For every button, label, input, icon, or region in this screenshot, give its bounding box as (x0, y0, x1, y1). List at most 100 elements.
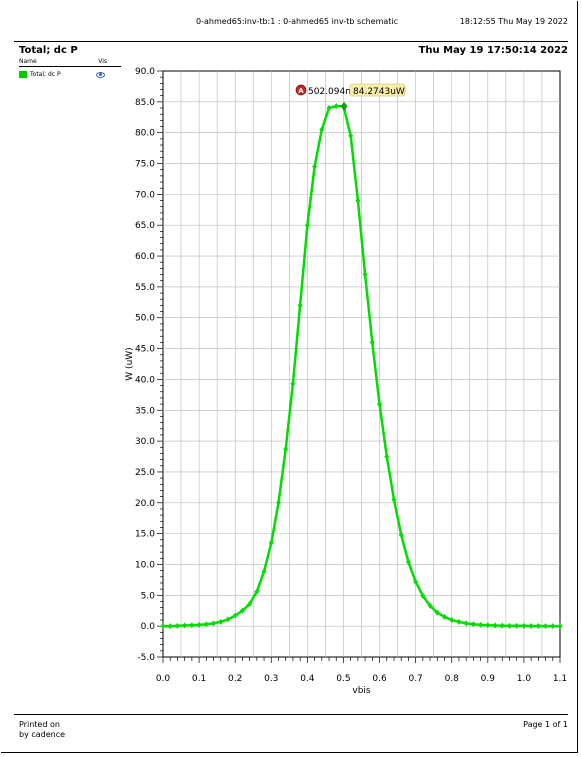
y-tick-label: 40.0 (135, 375, 155, 385)
data-point (427, 602, 433, 609)
y-tick-label: 65.0 (135, 221, 155, 231)
y-tick-label: 0.0 (141, 622, 156, 632)
data-point (160, 623, 166, 630)
data-point (312, 163, 318, 170)
data-point (369, 339, 375, 346)
data-point (304, 222, 310, 229)
data-point (528, 622, 534, 629)
data-point (413, 578, 419, 585)
footer-printed: Printed on by cadence (19, 720, 65, 740)
data-point (167, 623, 173, 630)
data-point (174, 622, 180, 629)
y-tick-label: 50.0 (135, 314, 155, 324)
data-point (232, 612, 238, 619)
y-tick-label: 55.0 (135, 283, 155, 293)
data-point (442, 613, 448, 620)
data-point (391, 496, 397, 503)
data-point (377, 401, 383, 408)
x-tick-label: 0.0 (156, 674, 171, 684)
data-point (196, 621, 202, 628)
data-point (506, 622, 512, 629)
y-axis-label: W (uW) (125, 347, 135, 380)
y-tick-label: 60.0 (135, 252, 155, 262)
data-point (521, 622, 527, 629)
x-tick-label: 0.9 (481, 674, 496, 684)
data-point (254, 588, 260, 595)
x-tick-label: 0.8 (445, 674, 460, 684)
data-point (478, 621, 484, 628)
data-point (398, 531, 404, 538)
data-point (449, 616, 455, 623)
data-point (485, 622, 491, 629)
data-point (189, 622, 195, 629)
y-tick-label: 85.0 (135, 98, 155, 108)
data-point (268, 539, 274, 546)
y-tick-label: 10.0 (135, 560, 155, 570)
x-tick-label: 1.1 (553, 674, 567, 684)
footer-page-number: Page 1 of 1 (523, 720, 568, 729)
marker-y-value: 84.2743uW (353, 87, 405, 97)
data-point (456, 618, 462, 625)
y-tick-label: 75.0 (135, 160, 155, 170)
legend: Name Vis Total; dc P (19, 58, 121, 78)
y-tick-label: 70.0 (135, 190, 155, 200)
x-tick-label: 0.5 (336, 674, 350, 684)
data-point (239, 607, 245, 614)
legend-swatch (19, 71, 27, 78)
data-point (333, 103, 339, 110)
y-tick-label: 25.0 (135, 468, 155, 478)
data-point (434, 609, 440, 616)
data-point (275, 499, 281, 506)
y-tick-label: 90.0 (135, 67, 155, 77)
legend-item[interactable]: Total; dc P (19, 71, 121, 78)
marker-x-value: 502.094m (308, 87, 354, 97)
data-point (557, 623, 563, 630)
data-point (247, 600, 253, 607)
data-point (348, 132, 354, 139)
data-point (463, 620, 469, 627)
visibility-eye-icon[interactable] (96, 71, 105, 78)
legend-item-label: Total; dc P (30, 71, 61, 78)
bottom-divider (14, 714, 568, 715)
marker-y-box (349, 83, 406, 97)
x-tick-label: 0.3 (264, 674, 278, 684)
y-tick-label: 30.0 (135, 437, 155, 447)
data-point (470, 621, 476, 628)
y-tick-label: -5.0 (137, 653, 155, 663)
data-point (326, 105, 332, 112)
y-tick-label: 35.0 (135, 406, 155, 416)
data-point (355, 197, 361, 204)
marker-badge-label: A (298, 87, 304, 95)
header-timestamp: 18:12:55 Thu May 19 2022 (459, 17, 568, 26)
top-divider (14, 41, 568, 42)
data-point (218, 618, 224, 625)
header-center-text: 0-ahmed65:inv-tb:1 : 0-ahmed65 inv-tb sc… (196, 17, 399, 26)
data-point (362, 271, 368, 278)
legend-header: Name Vis (19, 58, 121, 67)
legend-col-name: Name (19, 58, 37, 65)
data-point (319, 126, 325, 133)
y-tick-label: 20.0 (135, 499, 155, 509)
y-tick-label: 15.0 (135, 530, 155, 540)
data-point (297, 302, 303, 309)
x-tick-label: 1.0 (517, 674, 532, 684)
data-point (203, 621, 209, 628)
data-point (550, 623, 556, 630)
x-tick-label: 0.7 (408, 674, 422, 684)
plot-title: Total; dc P (19, 45, 78, 56)
data-point (283, 446, 289, 453)
marker-point (340, 101, 348, 111)
marker-badge-icon (295, 84, 307, 96)
legend-col-vis: Vis (98, 58, 107, 65)
x-tick-label: 0.6 (372, 674, 387, 684)
y-tick-label: 45.0 (135, 345, 155, 355)
data-point (405, 559, 411, 566)
x-axis-label: vbis (352, 686, 371, 696)
footer-printed-by: by cadence (19, 730, 66, 739)
x-tick-label: 0.4 (300, 674, 315, 684)
x-tick-label: 0.2 (228, 674, 242, 684)
data-point (211, 620, 217, 627)
data-point (182, 622, 188, 629)
